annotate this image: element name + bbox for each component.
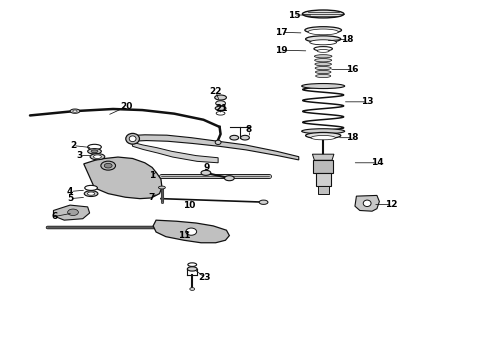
Ellipse shape: [308, 29, 338, 35]
Ellipse shape: [302, 129, 344, 134]
Ellipse shape: [126, 134, 140, 144]
Text: 10: 10: [183, 201, 195, 210]
Text: 21: 21: [215, 104, 228, 113]
Ellipse shape: [259, 200, 268, 204]
Ellipse shape: [188, 263, 196, 266]
Text: 5: 5: [67, 194, 73, 203]
Text: 16: 16: [346, 65, 359, 74]
Text: 9: 9: [204, 163, 210, 172]
Ellipse shape: [317, 49, 329, 52]
Ellipse shape: [85, 185, 98, 190]
Ellipse shape: [70, 109, 80, 113]
Text: 4: 4: [67, 187, 74, 196]
Ellipse shape: [88, 144, 101, 150]
Ellipse shape: [241, 135, 249, 140]
Ellipse shape: [305, 27, 342, 33]
Ellipse shape: [311, 135, 335, 140]
Ellipse shape: [87, 192, 95, 195]
Text: 18: 18: [346, 133, 359, 142]
Text: 15: 15: [288, 10, 300, 19]
Text: 20: 20: [121, 102, 133, 111]
Text: 1: 1: [149, 171, 155, 180]
Ellipse shape: [216, 112, 225, 115]
Text: 22: 22: [209, 86, 222, 95]
Ellipse shape: [230, 135, 239, 140]
Ellipse shape: [316, 71, 331, 74]
Ellipse shape: [159, 186, 165, 189]
Text: 2: 2: [70, 141, 76, 150]
Text: 18: 18: [342, 35, 354, 44]
Ellipse shape: [315, 67, 331, 70]
Polygon shape: [84, 157, 162, 199]
Ellipse shape: [94, 155, 101, 158]
Polygon shape: [355, 195, 379, 211]
Ellipse shape: [314, 46, 332, 51]
Ellipse shape: [316, 75, 331, 78]
Text: 3: 3: [77, 151, 83, 160]
Text: 14: 14: [370, 158, 383, 167]
Ellipse shape: [215, 140, 221, 144]
Ellipse shape: [215, 95, 226, 100]
Ellipse shape: [88, 149, 101, 154]
Text: 11: 11: [178, 231, 190, 240]
Ellipse shape: [90, 154, 105, 160]
Ellipse shape: [186, 228, 196, 235]
Polygon shape: [313, 154, 334, 160]
Ellipse shape: [68, 209, 78, 216]
Polygon shape: [53, 205, 90, 220]
Ellipse shape: [315, 63, 331, 66]
Polygon shape: [132, 142, 218, 163]
Ellipse shape: [187, 267, 197, 271]
Ellipse shape: [216, 101, 225, 106]
Ellipse shape: [104, 163, 112, 168]
Ellipse shape: [84, 191, 98, 197]
Ellipse shape: [315, 55, 332, 58]
Text: 23: 23: [198, 273, 211, 282]
Ellipse shape: [190, 288, 195, 291]
Ellipse shape: [101, 161, 116, 170]
Ellipse shape: [306, 132, 341, 139]
Bar: [318, 186, 329, 194]
Ellipse shape: [73, 110, 77, 112]
Ellipse shape: [91, 150, 98, 153]
Ellipse shape: [129, 136, 136, 141]
Text: 13: 13: [361, 97, 373, 106]
Text: 6: 6: [51, 212, 57, 221]
Ellipse shape: [310, 40, 337, 45]
Ellipse shape: [306, 36, 341, 42]
Ellipse shape: [315, 59, 332, 62]
Text: 12: 12: [385, 200, 398, 209]
Polygon shape: [153, 220, 229, 243]
Text: 19: 19: [275, 46, 288, 55]
Ellipse shape: [363, 200, 371, 207]
Text: 7: 7: [148, 193, 154, 202]
Ellipse shape: [215, 106, 226, 111]
Bar: [316, 173, 331, 186]
Polygon shape: [130, 135, 299, 160]
Bar: [314, 160, 333, 173]
Ellipse shape: [302, 10, 344, 18]
Ellipse shape: [224, 176, 234, 181]
Ellipse shape: [302, 84, 344, 89]
Ellipse shape: [201, 170, 211, 175]
Text: 17: 17: [275, 28, 288, 37]
Text: 8: 8: [246, 125, 252, 134]
